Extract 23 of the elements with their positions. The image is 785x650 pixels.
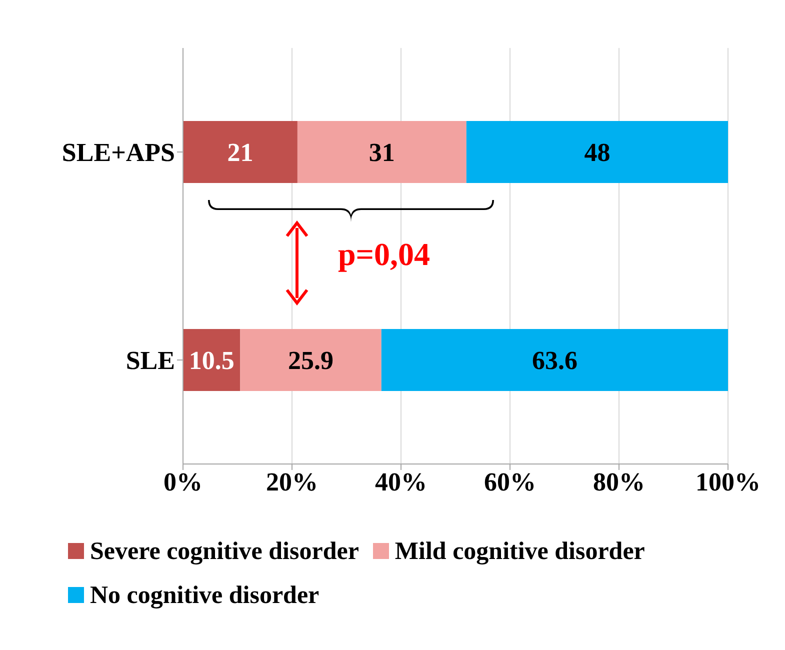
legend-label: No cognitive disorder [89,581,320,611]
x-tick-label: 40% [375,467,427,496]
x-tick-label: 0% [164,467,202,496]
legend-label: Mild cognitive disorder [394,537,645,567]
data-label: 10.5 [188,346,234,376]
bar [183,121,298,183]
y-tick-label: SLE [126,346,175,376]
bar [297,121,466,183]
bar [466,121,728,183]
bar [381,329,728,391]
x-tick-label: 60% [484,467,536,496]
data-label: 63.6 [532,346,578,376]
data-label: 48 [584,138,610,168]
annotation: p=0,04 [338,236,430,273]
x-tick-label: 20% [266,467,318,496]
x-tick-label: 80% [593,467,645,496]
data-label: 21 [227,138,254,168]
data-label: 31 [368,138,395,168]
y-tick-label: SLE+APS [62,138,175,168]
bar [240,329,382,391]
legend-label: Severe cognitive disorder [89,537,359,567]
data-label: 25.9 [288,346,334,376]
x-tick-label: 100% [696,467,760,496]
